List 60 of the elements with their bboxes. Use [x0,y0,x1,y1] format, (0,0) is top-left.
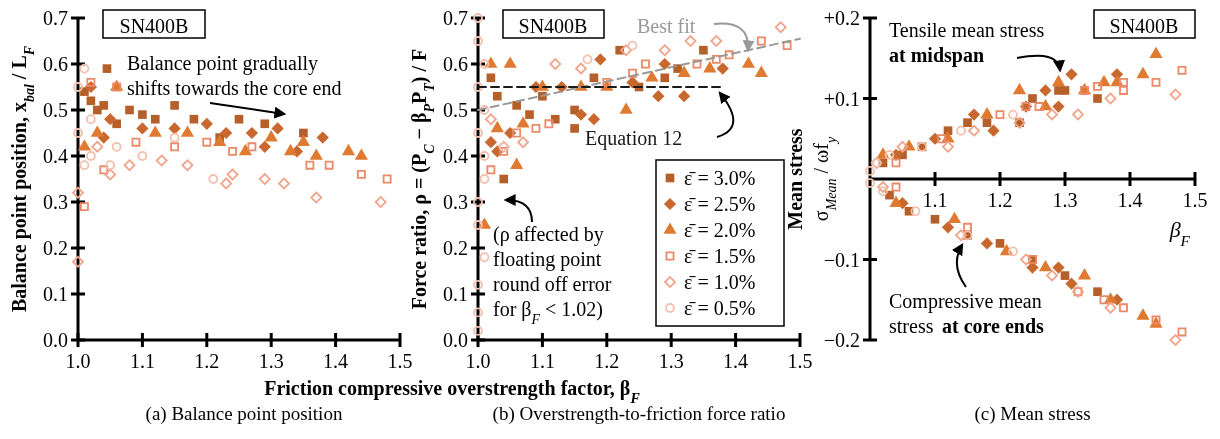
y-tick-label: 0.7 [443,7,468,29]
text: 1.1 [129,350,155,372]
y-tick-label: 0.6 [43,53,68,75]
legend-label: ε̄ = 1.5% [684,245,756,267]
y-tick-label: −0.1 [823,248,860,271]
text: (b) Overstrength-to-friction force ratio [492,403,786,425]
text: 1.2 [594,350,620,372]
x-tick-label: 1.4 [1117,189,1143,211]
x-axis-title: β$_{F}$ [1168,217,1191,249]
y-tick-label: +0.2 [823,7,860,29]
text: 1.3 [658,350,684,372]
y-tick-label: 0.5 [43,99,68,121]
annotation: SN400B [1109,15,1179,37]
annotation: Compressive mean [889,290,1042,313]
text: 1.5 [387,350,413,372]
x-axis-title: Friction compressive overstrength factor, β$_{F}$ [264,377,641,406]
legend-label: ε̄ = 1.0% [684,271,756,293]
annotation: SN400B [518,15,588,37]
y-tick-label: 0.1 [443,283,468,305]
text: (a) Balance point position [145,403,343,425]
y-tick-label: 0.4 [43,145,68,167]
x-tick-label: 1.3 [1052,189,1078,211]
text: 1.3 [258,350,284,372]
annotation: (ρ affected by floating point round off error for β$_{F}$ < 1.02) [493,223,612,327]
series-label: Equation 12 [585,127,683,150]
annotation: SN400B [119,15,189,37]
legend-label: ε̄ = 0.5% [684,297,756,319]
series-label: Best fit [637,15,696,37]
annotation: at midspan [889,44,985,67]
text: 1.0 [465,350,491,372]
y-tick-label: 0.0 [443,329,468,351]
annotation: Balance point gradually shifts towards the core end [127,52,342,99]
y-tick-label: 0.3 [43,191,68,213]
text: 1.4 [323,350,349,372]
y-tick-label: 0.7 [43,7,68,29]
text: 1.2 [194,350,220,372]
text: (c) Mean stress [974,403,1091,425]
y-tick-label: 0.3 [443,191,468,213]
y-tick-label: 0.5 [443,99,468,121]
y-tick-label: −0.2 [823,329,860,351]
text: 1.1 [529,350,555,372]
legend-label: ε̄ = 2.0% [684,219,756,241]
x-tick-label: 1.2 [987,189,1013,211]
text: 1.0 [65,350,91,372]
annotation: Tensile mean stress [889,19,1045,41]
y-tick-label: 0.0 [43,329,68,351]
y-tick-label: 0.2 [43,237,68,259]
legend-label: ε̄ = 3.0% [684,167,756,189]
y-tick-label: 0.1 [43,283,68,305]
y-tick-label: 0.6 [443,53,468,75]
y-tick-label: 0.2 [443,237,468,259]
annotation: stress [889,315,934,337]
y-tick-label: 0.4 [443,145,468,167]
text: 1.4 [723,350,749,372]
x-tick-label: 1.5 [1182,189,1208,211]
text: 1.5 [787,350,813,372]
x-tick-label: 1.1 [922,189,948,211]
legend-label: ε̄ = 2.5% [684,193,756,215]
annotation: at core ends [942,315,1045,337]
y-tick-label: +0.1 [823,87,860,110]
